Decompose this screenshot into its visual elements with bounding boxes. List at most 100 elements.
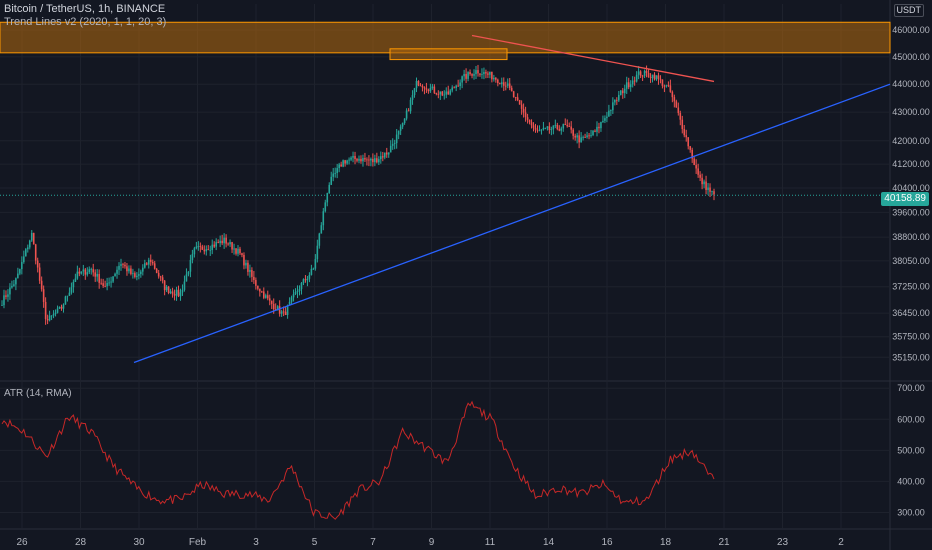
candle-body — [128, 268, 130, 272]
candle-body — [334, 172, 336, 174]
candle-body — [312, 268, 315, 270]
candle-body — [94, 272, 97, 277]
candle-body — [249, 270, 251, 272]
y-tick-label: 39600.00 — [892, 207, 930, 217]
candle-body — [342, 160, 344, 167]
candle-body — [209, 249, 212, 251]
candle-body — [445, 91, 448, 95]
candle-body — [661, 79, 664, 86]
candle-body — [443, 94, 446, 96]
candle-body — [701, 177, 703, 185]
candle-body — [338, 164, 340, 169]
candle-body — [389, 145, 392, 153]
candle-body — [489, 71, 491, 75]
x-tick-label: 9 — [429, 537, 435, 548]
candle-body — [74, 278, 77, 282]
candle-body — [227, 243, 229, 245]
candle-body — [322, 211, 325, 226]
candle-body — [536, 129, 539, 131]
candle-body — [429, 87, 432, 92]
atr-legend[interactable]: ATR (14, RMA) — [4, 388, 72, 399]
y-tick-label: 38050.00 — [892, 256, 930, 266]
candle-body — [469, 72, 471, 75]
candle-body — [366, 159, 368, 161]
candle-body — [268, 298, 271, 301]
candle-body — [592, 130, 594, 136]
candle-body — [602, 120, 604, 123]
candle-body — [104, 285, 106, 287]
candle-body — [308, 274, 311, 279]
candle-body — [520, 104, 523, 109]
time-axis[interactable]: 26 28 30 Feb 3 5 7 9 11 14 16 18 21 23 2 — [16, 537, 844, 548]
last-price-tag: 40158.89 — [881, 192, 929, 206]
candle-body — [463, 73, 465, 77]
candle-body — [643, 70, 646, 76]
candle-body — [516, 97, 519, 100]
candle-body — [606, 116, 608, 119]
candle-body — [487, 73, 489, 75]
candle-body — [72, 281, 75, 288]
candle-body — [9, 287, 11, 295]
candle-body — [449, 90, 452, 95]
candle-body — [191, 254, 194, 260]
candle-body — [92, 269, 95, 273]
symbol-legend[interactable]: Bitcoin / TetherUS, 1h, BINANCE — [4, 3, 166, 15]
candle-body — [633, 80, 636, 82]
candle-body — [32, 232, 35, 245]
x-tick-label: Feb — [189, 537, 207, 548]
candle-body — [354, 156, 356, 160]
y-tick-label: 44000.00 — [892, 79, 930, 89]
candle-body — [618, 94, 620, 101]
candle-body — [300, 282, 303, 290]
candle-body — [610, 110, 612, 112]
candle-body — [566, 124, 569, 127]
candle-body — [106, 283, 108, 287]
candle-body — [419, 85, 422, 87]
trend-lines[interactable] — [133, 34, 891, 364]
candle-body — [48, 315, 51, 321]
candle-body — [608, 110, 610, 117]
candle-body — [272, 303, 275, 310]
candle-body — [215, 242, 217, 247]
candle-body — [594, 130, 596, 132]
candle-body — [78, 271, 81, 274]
atr-tick-label: 400.00 — [897, 476, 925, 486]
candle-body — [302, 279, 305, 283]
candle-body — [62, 304, 65, 309]
candle-body — [270, 300, 273, 304]
candle-body — [397, 130, 400, 135]
candle-body — [393, 143, 396, 145]
candle-body — [28, 240, 31, 248]
candle-body — [304, 279, 307, 281]
candle-body — [332, 173, 335, 177]
candle-body — [560, 128, 563, 131]
candle-body — [245, 262, 247, 266]
candle-body — [387, 152, 390, 155]
candle-body — [120, 264, 122, 266]
price-axis[interactable]: 46000.00 45000.00 44000.00 43000.00 42000.00… — [892, 25, 930, 517]
candle-body — [126, 266, 128, 272]
candle-body — [497, 79, 499, 84]
candlestick-series[interactable] — [0, 64, 890, 325]
candle-body — [374, 158, 376, 163]
atr-line — [1, 400, 715, 520]
x-tick-label: 7 — [370, 537, 376, 548]
candle-body — [110, 281, 112, 283]
candle-body — [350, 157, 352, 160]
candle-body — [653, 74, 656, 80]
indicator-legend[interactable]: Trend Lines v2 (2020, 1, 1, 20, 3) — [4, 16, 167, 28]
candle-body — [124, 264, 126, 267]
candle-body — [76, 271, 79, 279]
candle-body — [169, 291, 172, 293]
candle-body — [659, 78, 662, 80]
candle-body — [13, 284, 15, 286]
candle-body — [70, 287, 73, 293]
candle-body — [284, 311, 287, 315]
candle-body — [637, 71, 640, 75]
candle-body — [253, 276, 255, 280]
candle-body — [471, 74, 473, 76]
candle-body — [199, 246, 202, 247]
currency-badge[interactable]: USDT — [893, 4, 924, 17]
